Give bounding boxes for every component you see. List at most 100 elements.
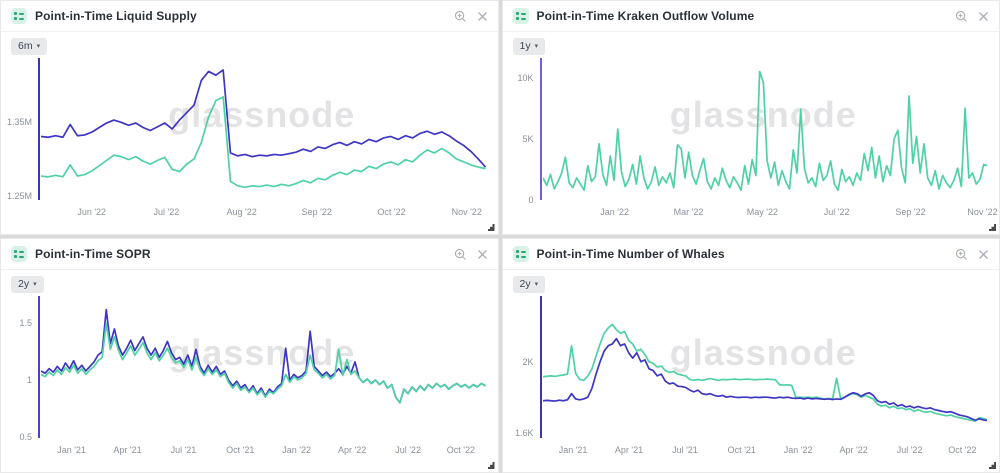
panel-title: Point-in-Time Kraken Outflow Volume — [536, 9, 755, 23]
x-axis-tick: Jan '22 — [282, 445, 312, 455]
timeframe-dropdown[interactable]: 6m ▾ — [11, 38, 48, 55]
series-line-blue — [41, 70, 486, 167]
x-axis-tick: Oct '22 — [446, 445, 475, 455]
x-axis-tick: Oct '22 — [377, 207, 406, 217]
line-chart — [41, 296, 486, 438]
panel-header: Point-in-Time Number of Whales — [502, 239, 999, 270]
series-line-green — [41, 97, 486, 187]
y-axis-line — [38, 58, 40, 200]
y-axis-tick: 1.6K — [514, 427, 534, 438]
panel-body: 6m ▾ glassnode 1.35M 1.25M Jun '22 Jul '22 A… — [1, 32, 498, 234]
x-axis-tick: Sep '22 — [301, 207, 332, 217]
chevron-down-icon: ▾ — [36, 42, 41, 50]
x-axis-tick: Apr '22 — [839, 445, 868, 455]
chevron-down-icon: ▾ — [33, 280, 37, 288]
y-axis-line — [539, 58, 542, 200]
panel-title: Point-in-Time Number of Whales — [536, 247, 725, 261]
close-icon[interactable] — [477, 11, 488, 22]
x-axis-tick: Jan '21 — [558, 445, 588, 455]
resize-grip[interactable] — [487, 224, 495, 231]
metric-icon — [11, 8, 27, 24]
series-line-blue — [543, 339, 988, 421]
y-axis-tick: 5K — [522, 133, 534, 144]
x-axis-tick: Oct '21 — [727, 445, 756, 455]
y-axis-tick: 0.5 — [19, 431, 32, 442]
metric-icon — [11, 246, 27, 262]
resize-grip[interactable] — [989, 462, 996, 469]
chevron-down-icon: ▾ — [534, 42, 539, 50]
panel-title: Point-in-Time Liquid Supply — [35, 9, 197, 23]
timeframe-dropdown[interactable]: 2y ▾ — [11, 276, 44, 293]
x-axis-tick: Jan '21 — [57, 445, 86, 455]
x-axis-tick: Mar '22 — [673, 207, 704, 217]
panel-body: 2y ▾ glassnode 2K 1.6K Jan '21 Apr '21 Jul '… — [503, 270, 1000, 472]
timeframe-label: 2y — [519, 278, 531, 290]
series-line-green — [41, 323, 486, 403]
metric-icon — [512, 246, 529, 262]
line-chart — [543, 296, 988, 438]
zoom-in-icon[interactable] — [955, 10, 968, 23]
panel-number-of-whales: Point-in-Time Number of Whales 2y ▾ glas… — [501, 238, 1000, 473]
panel-liquid-supply: Point-in-Time Liquid Supply 6m ▾ glassno… — [0, 0, 499, 235]
resize-grip[interactable] — [487, 462, 495, 469]
timeframe-dropdown[interactable]: 2y ▾ — [512, 276, 546, 293]
x-axis-tick: Jul '22 — [153, 207, 180, 217]
x-axis-tick: Apr '21 — [614, 445, 644, 455]
x-axis-tick: Oct '22 — [948, 445, 977, 455]
timeframe-label: 2y — [18, 278, 30, 290]
y-axis-tick: 10K — [517, 72, 534, 83]
zoom-in-icon[interactable] — [454, 10, 467, 23]
metric-icon — [512, 8, 529, 24]
close-icon[interactable] — [477, 249, 488, 260]
header-actions — [454, 10, 488, 23]
x-axis-tick: May '22 — [746, 207, 778, 217]
x-axis-tick: Aug '22 — [226, 207, 257, 217]
y-axis-tick: 2K — [522, 356, 534, 367]
panel-body: 1y ▾ glassnode 10K 5K 0 Jan '22 Mar '22 May '… — [503, 32, 1000, 234]
close-icon[interactable] — [978, 11, 989, 22]
chart-plot-area[interactable]: glassnode 10K 5K 0 Jan '22 Mar '22 May '22 Jul… — [517, 58, 998, 217]
zoom-in-icon[interactable] — [955, 248, 968, 261]
chart-plot-area[interactable]: glassnode 2K 1.6K Jan '21 Apr '21 Jul '21 Oct… — [515, 296, 988, 455]
series-line-green — [543, 71, 988, 190]
x-axis-tick: Jul '22 — [896, 445, 923, 455]
chart-plot-area[interactable]: glassnode 1.35M 1.25M Jun '22 Jul '22 Aug '2… — [7, 58, 486, 217]
header-actions — [955, 10, 989, 23]
x-axis-tick: Jul '22 — [395, 445, 421, 455]
line-chart — [41, 58, 486, 200]
x-axis-tick: Jul '21 — [170, 445, 197, 455]
x-axis-tick: Jun '22 — [77, 207, 107, 217]
x-axis-tick: Apr '21 — [113, 445, 142, 455]
timeframe-dropdown[interactable]: 1y ▾ — [512, 38, 546, 55]
header-actions — [955, 248, 989, 261]
x-axis-tick: Nov '22 — [451, 207, 482, 217]
panel-header: Point-in-Time Kraken Outflow Volume — [502, 1, 999, 32]
panel-sopr: Point-in-Time SOPR 2y ▾ glassnode 1.5 1 0.… — [0, 238, 499, 473]
y-axis-tick: 1.5 — [19, 318, 32, 329]
timeframe-label: 1y — [519, 40, 531, 52]
y-axis-tick: 1.25M — [6, 191, 32, 202]
y-axis-tick: 1.35M — [6, 116, 32, 127]
close-icon[interactable] — [978, 249, 989, 260]
chart-plot-area[interactable]: glassnode 1.5 1 0.5 Jan '21 Apr '21 Jul '21 Oc… — [19, 296, 486, 455]
x-axis-tick: Jan '22 — [600, 207, 630, 217]
y-axis-tick: 0 — [528, 195, 534, 205]
series-line-green — [543, 324, 988, 421]
x-axis-tick: Apr '22 — [338, 445, 367, 455]
x-axis-tick: Oct '21 — [226, 445, 255, 455]
line-chart — [543, 58, 988, 200]
x-axis-tick: Sep '22 — [895, 207, 926, 217]
y-axis-line — [38, 296, 40, 438]
panel-header: Point-in-Time Liquid Supply — [1, 1, 498, 32]
timeframe-label: 6m — [18, 40, 33, 52]
x-axis-tick: Jan '22 — [783, 445, 813, 455]
panel-header: Point-in-Time SOPR — [1, 239, 498, 270]
panel-kraken-outflow: Point-in-Time Kraken Outflow Volume 1y ▾… — [501, 0, 1000, 235]
panel-body: 2y ▾ glassnode 1.5 1 0.5 Jan '21 Apr '21 Jul … — [1, 270, 498, 472]
x-axis-tick: Jul '21 — [672, 445, 698, 455]
zoom-in-icon[interactable] — [454, 248, 467, 261]
panel-title: Point-in-Time SOPR — [35, 247, 151, 261]
resize-grip[interactable] — [989, 224, 996, 231]
x-axis-tick: Jul '22 — [823, 207, 850, 217]
